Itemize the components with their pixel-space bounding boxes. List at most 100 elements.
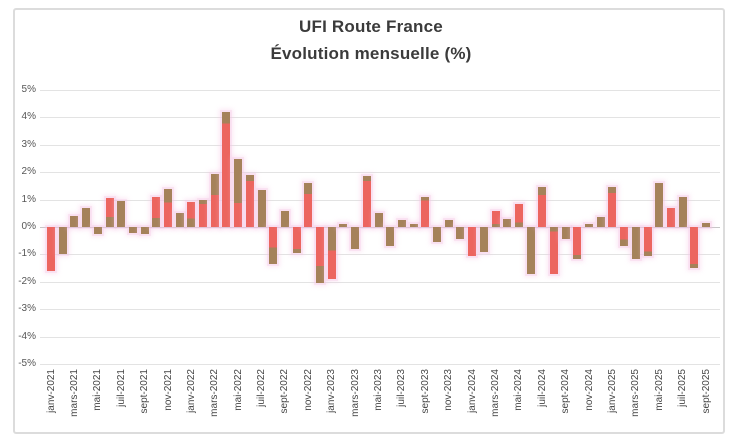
bar xyxy=(199,199,208,227)
bar xyxy=(468,227,477,256)
bar xyxy=(316,227,324,284)
bar xyxy=(549,227,558,274)
chart-title: UFI Route France xyxy=(299,17,443,36)
bar xyxy=(187,202,196,227)
bar xyxy=(666,207,675,227)
x-tick-label: janv-2022 xyxy=(185,369,197,413)
gridline xyxy=(40,364,720,365)
x-tick-label: mai-2023 xyxy=(373,369,384,411)
gridline xyxy=(40,90,720,91)
bar xyxy=(608,187,617,227)
bar xyxy=(164,188,172,227)
bar xyxy=(140,227,149,234)
bar xyxy=(152,196,161,227)
bar xyxy=(433,227,441,243)
bar xyxy=(58,227,67,255)
x-tick-label: nov-2024 xyxy=(583,369,595,411)
bar xyxy=(456,227,465,240)
chart-subtitle: Évolution mensuelle (%) xyxy=(270,44,472,63)
zero-gridline xyxy=(40,227,720,228)
bar xyxy=(117,201,126,227)
x-tick-label: sept-2025 xyxy=(700,369,712,414)
x-tick-label: nov-2022 xyxy=(302,369,314,411)
x-tick-label: mai-2025 xyxy=(653,369,665,411)
x-tick-label: juil-2023 xyxy=(396,369,408,407)
gridline xyxy=(40,254,720,256)
x-tick-label: juil-2022 xyxy=(256,369,267,407)
bar xyxy=(655,183,664,227)
bar xyxy=(304,183,313,227)
bar xyxy=(386,227,395,247)
x-tick-label: sept-2022 xyxy=(279,369,291,414)
bar xyxy=(93,227,102,234)
x-tick-label: juil-2021 xyxy=(115,369,127,407)
gridline xyxy=(40,199,720,201)
bar xyxy=(421,196,430,227)
x-tick-label: sept-2021 xyxy=(139,369,151,414)
bar xyxy=(245,174,254,227)
y-tick-label: 2% xyxy=(21,166,36,178)
bar xyxy=(444,220,453,227)
x-tick-label: janv-2021 xyxy=(45,369,57,413)
y-tick-label: 4% xyxy=(21,111,36,123)
bar xyxy=(292,227,301,253)
bar xyxy=(70,216,79,227)
x-tick-label: mai-2024 xyxy=(513,369,525,411)
bar xyxy=(362,176,371,227)
x-tick-label: juil-2025 xyxy=(677,369,689,407)
x-tick-label: mars-2024 xyxy=(490,369,501,417)
bar xyxy=(678,196,687,227)
gridline xyxy=(40,309,720,311)
x-tick-label: janv-2023 xyxy=(326,369,338,413)
x-tick-label: mars-2022 xyxy=(209,369,221,417)
gridline xyxy=(40,144,720,146)
bar xyxy=(596,217,605,227)
gridline xyxy=(40,117,720,119)
y-tick-label: -5% xyxy=(18,358,36,369)
gridline xyxy=(40,281,720,283)
bar xyxy=(397,220,406,227)
y-tick-label: 5% xyxy=(21,84,36,95)
y-tick-label: -1% xyxy=(18,248,36,260)
x-tick-label: juil-2024 xyxy=(536,369,548,407)
bar xyxy=(514,203,523,227)
bar xyxy=(105,198,114,227)
bar xyxy=(175,213,184,227)
bar xyxy=(690,227,699,269)
x-tick-label: janv-2024 xyxy=(466,369,478,413)
bar xyxy=(128,227,137,233)
bar xyxy=(210,173,219,227)
bar xyxy=(351,227,360,249)
y-tick-label: -4% xyxy=(18,330,36,342)
bar xyxy=(280,210,289,227)
x-tick-label: mai-2022 xyxy=(232,369,244,411)
bar xyxy=(573,227,582,259)
gridline xyxy=(40,172,720,174)
chart-header: UFI Route France Évolution mensuelle (%) xyxy=(0,13,742,67)
bar xyxy=(631,227,640,259)
bar xyxy=(47,227,55,271)
bar xyxy=(643,227,652,256)
y-tick-label: -2% xyxy=(18,275,36,287)
bar xyxy=(561,227,570,240)
bar xyxy=(374,213,383,227)
x-tick-label: nov-2021 xyxy=(162,369,174,411)
x-tick-label: nov-2023 xyxy=(443,369,455,411)
x-tick-label: janv-2025 xyxy=(606,369,618,413)
x-tick-label: mai-2021 xyxy=(92,369,104,411)
bar xyxy=(234,158,243,227)
x-tick-label: mars-2025 xyxy=(630,369,642,417)
bar xyxy=(82,207,91,227)
y-tick-label: 1% xyxy=(21,193,36,205)
bar xyxy=(538,187,547,227)
gridline xyxy=(40,336,720,338)
bar xyxy=(339,224,348,227)
x-tick-label: mars-2023 xyxy=(349,369,361,417)
bar xyxy=(503,218,512,227)
bar xyxy=(257,190,266,227)
bar xyxy=(327,227,336,280)
